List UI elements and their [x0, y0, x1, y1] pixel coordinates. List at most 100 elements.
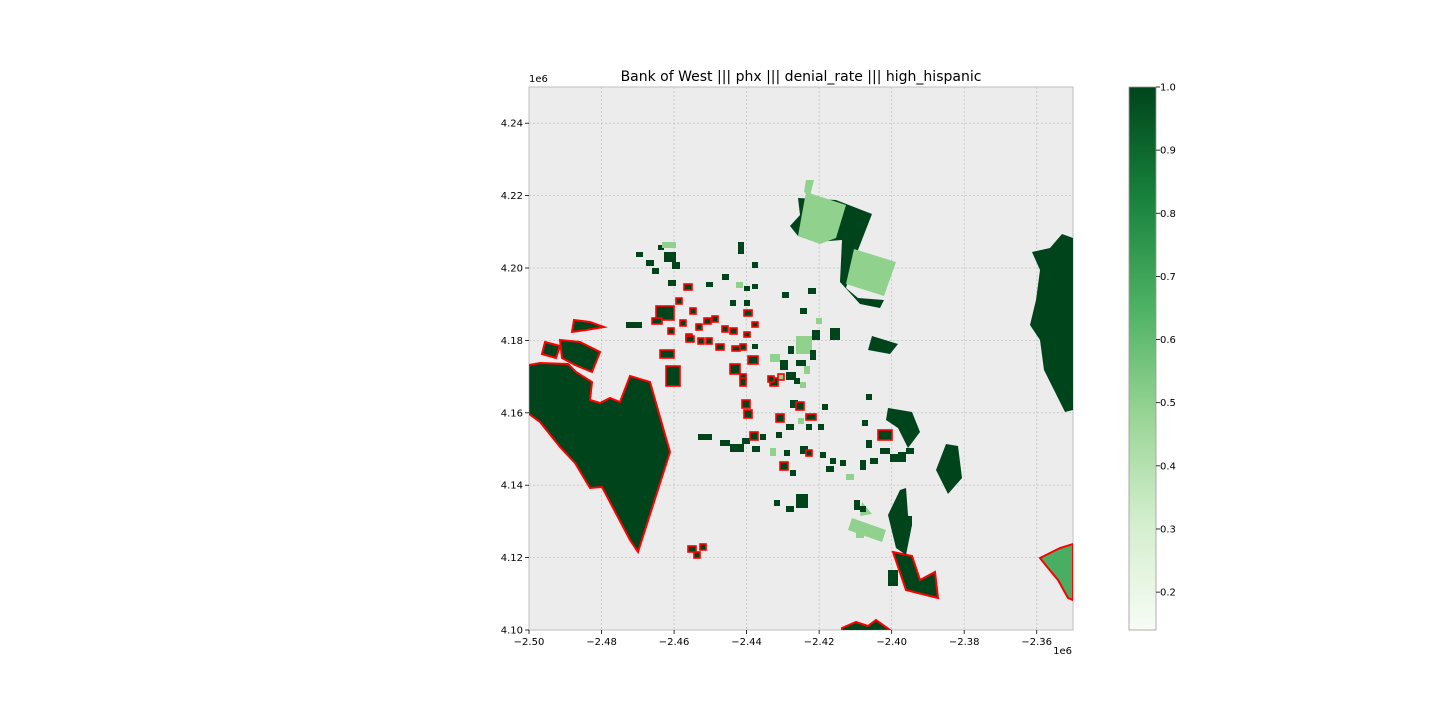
- tract-polygon: [818, 424, 824, 430]
- tract-polygon: [800, 382, 806, 388]
- tract-polygon: [742, 438, 750, 444]
- x-tick-label: −2.44: [731, 637, 762, 648]
- tract-polygon: [890, 454, 898, 462]
- tract-polygon: [906, 448, 914, 454]
- plot-area: [528, 86, 1074, 631]
- tract-polygon: [770, 354, 780, 362]
- tract-polygon: [798, 192, 846, 244]
- x-tick-label: −2.50: [514, 637, 545, 648]
- tract-polygon: [796, 336, 812, 354]
- tract-polygon: [805, 413, 817, 421]
- tract-polygon: [738, 242, 744, 254]
- tract-polygon: [664, 252, 676, 262]
- tract-polygon: [736, 282, 743, 288]
- tract-polygon: [679, 319, 687, 327]
- tract-polygon: [830, 458, 836, 464]
- tract-polygon: [790, 470, 796, 476]
- tract-polygon: [826, 466, 834, 472]
- tract-polygon: [695, 323, 703, 331]
- tract-polygon: [729, 363, 741, 375]
- y-tick-label: 4.10: [501, 626, 523, 637]
- tract-polygon: [570, 318, 608, 334]
- tract-polygon: [744, 300, 750, 306]
- tract-polygon: [703, 317, 712, 325]
- tract-polygon: [860, 506, 866, 512]
- tract-polygon: [854, 500, 860, 510]
- tract-polygon: [721, 325, 729, 333]
- colorbar-tick-label: 0.6: [1160, 335, 1176, 346]
- tract-polygon: [846, 249, 896, 296]
- tract-polygon: [705, 337, 713, 345]
- tract-polygon: [860, 460, 866, 470]
- tract-polygon: [786, 506, 794, 512]
- tract-polygon: [743, 331, 751, 338]
- tract-polygon: [788, 346, 794, 354]
- tract-polygon: [658, 245, 664, 250]
- tract-polygon: [749, 431, 759, 441]
- tract-polygon: [699, 543, 707, 551]
- tract-polygon: [626, 322, 642, 328]
- tract-polygon: [810, 350, 816, 360]
- tract-polygon: [840, 460, 846, 466]
- tract-polygon: [880, 448, 890, 454]
- tract-polygon: [770, 448, 776, 456]
- tract-polygon: [798, 418, 804, 424]
- tract-polygon: [805, 449, 813, 457]
- x-tick-label: −2.42: [804, 637, 835, 648]
- tract-polygon: [662, 242, 676, 248]
- tract-polygon: [706, 282, 713, 287]
- tract-polygon: [804, 366, 810, 374]
- small-tracts: [626, 242, 914, 586]
- tract-polygon: [870, 458, 878, 464]
- tract-polygon: [800, 446, 808, 454]
- tract-polygon: [731, 345, 741, 352]
- colorbar-tick-label: 0.5: [1160, 398, 1176, 409]
- tract-polygon: [744, 286, 750, 291]
- tract-polygon: [936, 444, 962, 494]
- tract-polygon: [862, 420, 868, 426]
- colorbar-tick-label: 0.9: [1160, 146, 1176, 157]
- tract-polygon: [796, 360, 806, 366]
- colorbar-tick-label: 0.2: [1160, 588, 1176, 599]
- tract-polygon: [786, 424, 794, 430]
- tract-polygon: [720, 440, 730, 446]
- tract-polygon: [888, 570, 898, 586]
- tract-polygon: [655, 305, 675, 321]
- colorbar: [1128, 86, 1157, 631]
- y-tick-label: 4.14: [501, 481, 523, 492]
- tract-polygon: [776, 432, 782, 438]
- tract-polygon: [646, 260, 654, 266]
- x-tick-label: −2.38: [949, 637, 980, 648]
- tract-polygon: [751, 321, 759, 328]
- map-title: Bank of West ||| phx ||| denial_rate |||…: [621, 69, 982, 85]
- tract-polygon: [675, 297, 683, 305]
- tract-polygon: [780, 360, 788, 370]
- tract-polygon: [886, 408, 920, 448]
- x-tick-label: −2.40: [876, 637, 907, 648]
- tract-polygon: [665, 365, 681, 387]
- tract-polygon: [846, 474, 854, 480]
- tract-polygon: [752, 344, 758, 349]
- tract-polygon: [866, 394, 872, 400]
- tract-polygon: [683, 283, 693, 291]
- tract-polygon: [804, 180, 814, 196]
- tract-polygon: [891, 550, 940, 600]
- tract-polygon: [822, 404, 828, 410]
- tract-polygon: [796, 494, 808, 508]
- tract-polygon: [739, 343, 747, 351]
- tract-polygon: [685, 335, 695, 343]
- tract-polygon: [729, 327, 738, 335]
- tract-polygon: [659, 349, 675, 359]
- y-tick-label: 4.16: [501, 408, 523, 419]
- tract-polygon: [868, 336, 898, 354]
- tract-polygon: [777, 373, 785, 381]
- y-axis-ticks: 4.24 4.22 4.20 4.18 4.16 4.14 4.12 4.10: [501, 119, 529, 637]
- tract-polygon: [774, 500, 780, 506]
- tract-polygon: [782, 292, 789, 298]
- tract-polygon: [636, 252, 643, 257]
- colorbar-tick-label: 0.8: [1160, 209, 1176, 220]
- y-exponent-label: 1e6: [529, 74, 548, 85]
- tract-polygon: [741, 399, 751, 409]
- tract-polygon: [747, 355, 759, 365]
